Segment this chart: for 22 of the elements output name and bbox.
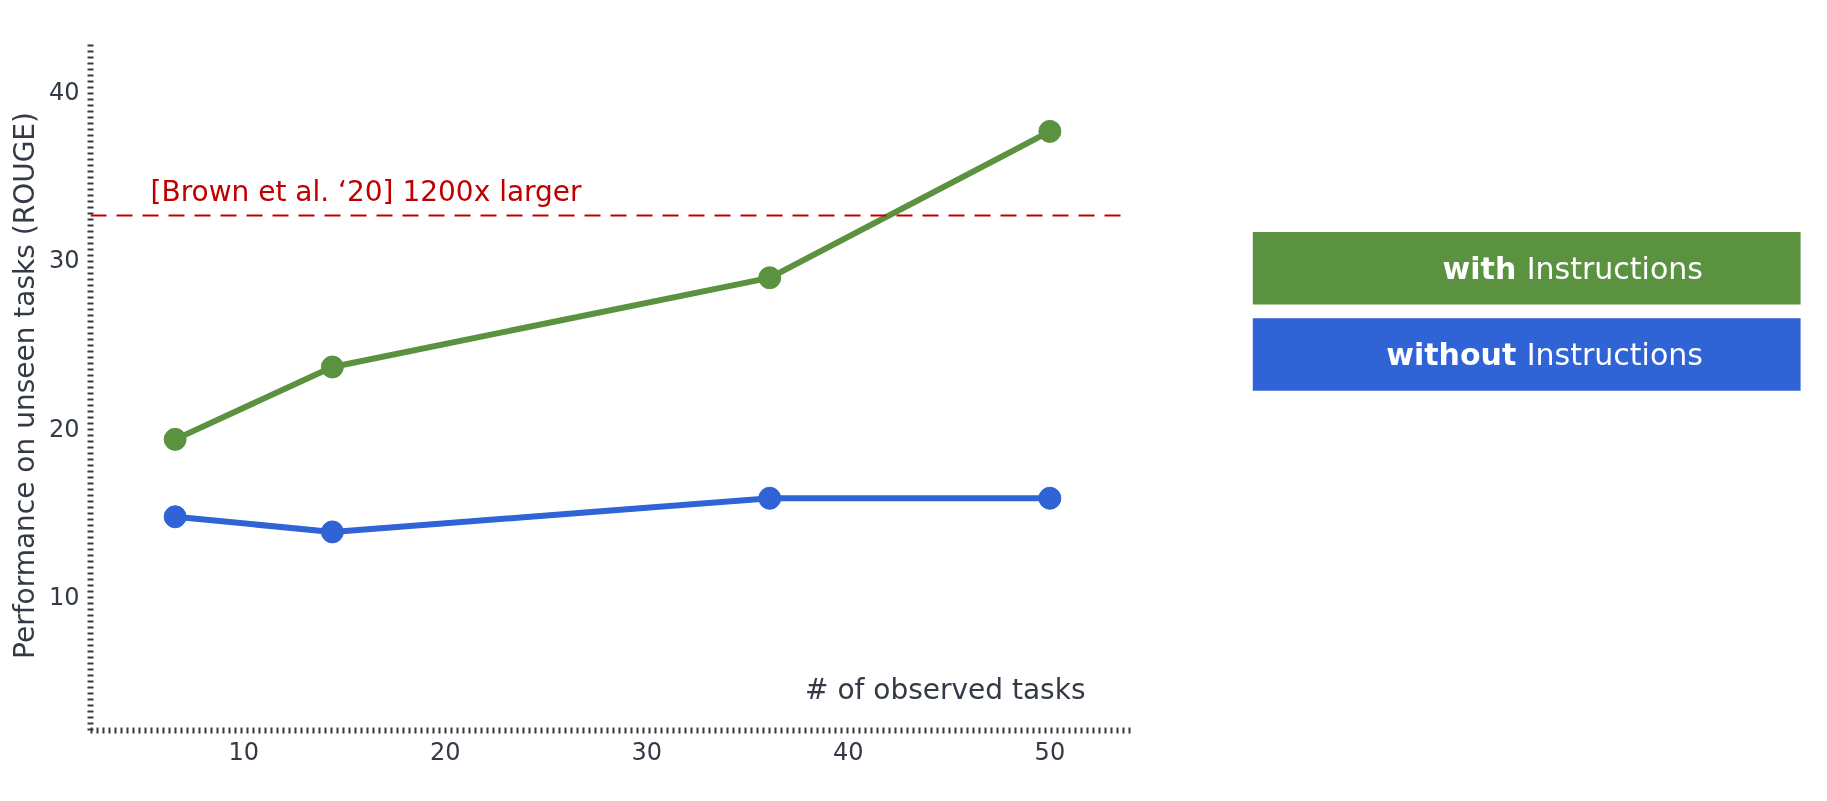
- y-axis-title: Performance on unseen tasks (ROUGE): [7, 112, 41, 659]
- point: [1038, 119, 1062, 143]
- text: with Instructions: [1442, 250, 1703, 286]
- point: [163, 505, 187, 529]
- point: [320, 355, 344, 379]
- point: [1038, 486, 1062, 510]
- y-tick-label: 10: [48, 582, 80, 611]
- x-tick-label: 40: [833, 737, 864, 766]
- x-tick-label: 50: [1034, 737, 1066, 766]
- point: [758, 266, 782, 290]
- y-tick-label: 20: [48, 414, 80, 443]
- x-tick-label: 20: [429, 737, 461, 766]
- x-tick-label: 30: [631, 737, 663, 766]
- y-tick-label: 40: [48, 77, 80, 106]
- point: [163, 427, 187, 451]
- point: [320, 520, 344, 544]
- text: without Instructions: [1386, 336, 1703, 372]
- ref-line-label: [Brown et al. ‘20] 1200x larger: [150, 174, 583, 208]
- y-tick-label: 30: [48, 246, 80, 275]
- point: [758, 486, 782, 510]
- x-tick-label: 10: [228, 737, 259, 766]
- x-axis-title: # of observed tasks: [805, 672, 1086, 706]
